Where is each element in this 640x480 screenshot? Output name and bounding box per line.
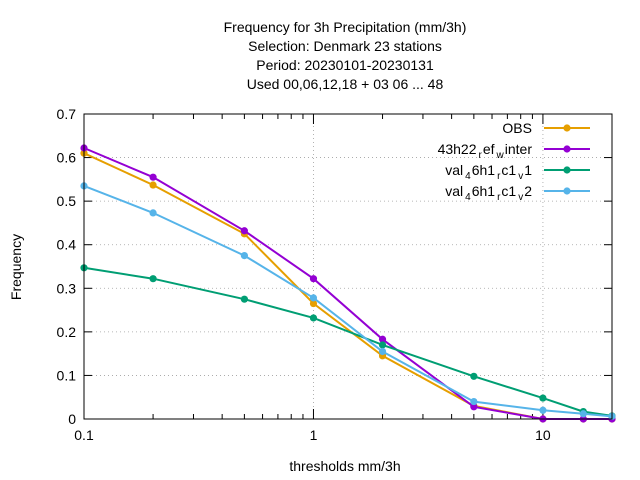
legend-label-part: r <box>497 171 501 182</box>
legend-label: val 46h1 rc1 v2 <box>445 183 532 203</box>
legend-label-part: val <box>445 183 463 199</box>
data-point <box>539 394 547 402</box>
axis-tick-labels: 00.10.20.30.40.50.60.70.1 1 10 <box>57 106 551 443</box>
axis-ticks <box>83 113 612 420</box>
y-tick-label: 0.1 <box>57 367 77 383</box>
series-line <box>83 184 613 418</box>
legend-swatch-marker <box>563 187 571 195</box>
legend-label-part: 43h22 <box>438 141 477 157</box>
legend-swatch-marker <box>563 166 571 174</box>
legend-entry-3: val 46h1 rc1 v1 <box>445 162 590 182</box>
legend-label-part: 2 <box>524 183 532 199</box>
legend-label-part: c1 <box>501 183 516 199</box>
legend-label: OBS <box>502 120 532 136</box>
legend-label-part: inter <box>505 141 533 157</box>
data-point <box>149 181 157 189</box>
data-point <box>149 275 157 283</box>
data-point <box>539 406 547 414</box>
x-tick-label: 10 <box>535 427 551 443</box>
legend-label-part: ef <box>483 141 495 157</box>
data-point <box>579 410 587 418</box>
data-point <box>378 335 387 343</box>
y-tick-label: 0.3 <box>57 280 77 296</box>
title-line-1: Frequency for 3h Precipitation (mm/3h) <box>224 19 467 35</box>
legend-label-part: r <box>479 150 483 161</box>
legend-label-part: 4 <box>465 171 471 182</box>
legend-label-part: 6h1 <box>472 162 496 178</box>
series-line <box>83 147 612 420</box>
y-tick-label: 0.5 <box>57 193 77 209</box>
data-point <box>470 372 478 380</box>
y-axis-label: Frequency <box>8 234 24 300</box>
legend-swatch-marker <box>563 145 571 153</box>
data-point <box>240 227 248 235</box>
data-point <box>240 295 248 303</box>
series-1 <box>80 149 616 423</box>
title-line-2: Selection: Denmark 23 stations <box>248 38 442 54</box>
y-tick-label: 0.4 <box>57 237 77 253</box>
series-3 <box>80 264 616 420</box>
y-tick-label: 0.7 <box>57 106 77 122</box>
data-point <box>149 173 157 181</box>
legend-label-part: v <box>518 171 523 182</box>
grid-lines <box>84 114 612 419</box>
chart-title: Frequency for 3h Precipitation (mm/3h) S… <box>224 19 467 92</box>
x-tick-label: 0.1 <box>74 427 94 443</box>
series-line <box>83 266 613 417</box>
legend-label-part: r <box>497 192 501 203</box>
data-point <box>470 397 478 406</box>
y-tick-label: 0.6 <box>57 150 77 166</box>
series-line <box>83 152 612 420</box>
legend-label-part: 4 <box>465 192 471 203</box>
x-axis-label: thresholds mm/3h <box>289 458 400 474</box>
legend-label: val 46h1 rc1 v1 <box>445 162 532 182</box>
legend-label-part: 1 <box>524 162 532 178</box>
legend-label: 43h22 ref winter <box>438 141 533 161</box>
title-line-4: Used 00,06,12,18 + 03 06 ... 48 <box>247 76 444 92</box>
data-point <box>309 299 318 308</box>
data-point <box>470 403 478 411</box>
data-point <box>309 314 318 322</box>
data-series <box>80 144 616 423</box>
legend-entry-1: OBS <box>502 120 590 136</box>
legend-entry-2: 43h22 ref winter <box>438 141 590 161</box>
legend-label-part: c1 <box>501 162 516 178</box>
legend-label-part: v <box>518 192 523 203</box>
y-tick-label: 0 <box>68 411 76 427</box>
data-point <box>309 294 318 302</box>
legend-entry-4: val 46h1 rc1 v2 <box>445 183 590 203</box>
legend-label-part: 6h1 <box>472 183 496 199</box>
legend-swatch-marker <box>563 124 571 132</box>
legend-label-part: w <box>496 150 505 161</box>
data-point <box>378 341 387 349</box>
series-2 <box>80 144 616 423</box>
title-line-3: Period: 20230101-20230131 <box>256 57 434 73</box>
y-tick-label: 0.2 <box>57 324 77 340</box>
data-point <box>240 252 248 260</box>
data-point <box>149 209 157 217</box>
legend-label-part: val <box>445 162 463 178</box>
data-point <box>309 275 318 283</box>
plot-border <box>83 113 613 420</box>
series-4 <box>80 182 616 420</box>
x-tick-label: 1 <box>310 427 318 443</box>
data-point <box>378 347 387 356</box>
